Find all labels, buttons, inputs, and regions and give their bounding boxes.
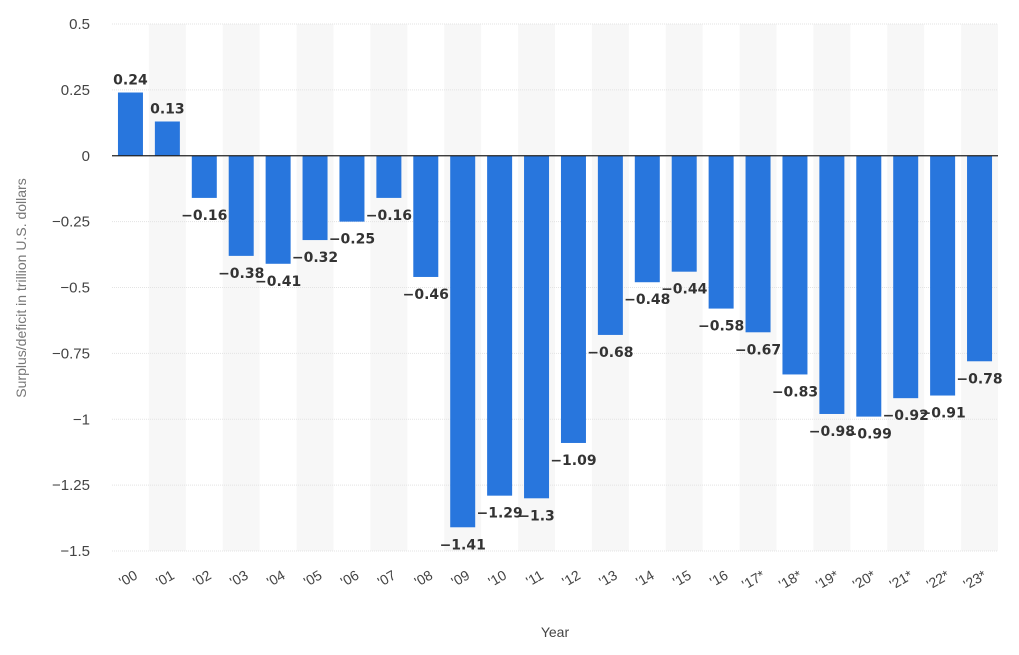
y-tick-label: −0.5 <box>60 280 90 297</box>
x-tick-label: '22* <box>924 566 953 592</box>
x-tick-label: '19* <box>813 566 842 592</box>
bar[interactable] <box>376 155 402 198</box>
bars-group <box>117 92 993 528</box>
x-tick-label: '11 <box>523 567 546 590</box>
y-axis-title: Surplus/deficit in trillion U.S. dollars <box>13 178 29 397</box>
data-label: 0.13 <box>150 101 185 117</box>
x-tick-labels: '00 '01 '02 '03 '04 '05 '06 '07 '08 '09 '10 '11 '12 '… <box>116 566 989 592</box>
data-label: −1.3 <box>518 508 555 524</box>
bar[interactable] <box>967 155 993 362</box>
y-tick-label: −1.5 <box>60 543 90 560</box>
x-tick-label: '21* <box>887 566 916 592</box>
bar[interactable] <box>154 121 180 156</box>
bar[interactable] <box>339 155 365 222</box>
x-tick-label: '18* <box>776 566 805 592</box>
x-tick-label: '01 <box>153 567 177 590</box>
y-tick-label: 0 <box>82 148 90 165</box>
data-label: −1.09 <box>550 453 596 469</box>
data-label: −0.67 <box>735 342 781 358</box>
data-label: −0.68 <box>587 345 633 361</box>
x-tick-label: '04 <box>264 567 288 590</box>
bar[interactable] <box>265 155 291 264</box>
y-tick-label: −0.25 <box>52 214 90 231</box>
data-label: −0.46 <box>403 287 449 303</box>
bar[interactable] <box>450 155 476 528</box>
column-band <box>148 24 186 551</box>
data-label: −0.83 <box>772 384 818 400</box>
data-label: −0.98 <box>809 424 855 440</box>
x-tick-label: '03 <box>227 567 251 590</box>
bar[interactable] <box>745 155 771 333</box>
data-label: −0.92 <box>883 408 929 424</box>
x-axis-title: Year <box>541 624 570 640</box>
y-tick-label: 0.5 <box>69 16 90 33</box>
x-tick-label: '06 <box>338 567 362 590</box>
bar[interactable] <box>893 155 919 399</box>
bar[interactable] <box>524 155 550 499</box>
data-label: −0.16 <box>366 208 412 224</box>
bar[interactable] <box>782 155 808 375</box>
x-tick-label: '00 <box>116 567 140 590</box>
data-labels-group: 0.240.13 −0.16 −0.38−0.41 −0.32 −0.25 −0.16 −0… <box>113 73 1002 554</box>
x-tick-label: '16 <box>707 567 731 590</box>
bar[interactable] <box>117 92 143 156</box>
x-tick-label: '10 <box>485 567 509 590</box>
data-label: −1.41 <box>440 537 486 553</box>
x-tick-label: '09 <box>448 567 472 590</box>
x-tick-label: '17* <box>739 566 768 592</box>
y-tick-label: −1.25 <box>52 477 90 494</box>
y-tick-label: −0.75 <box>52 345 90 362</box>
bar[interactable] <box>856 155 882 417</box>
data-label: −0.25 <box>329 232 375 248</box>
data-label: −0.91 <box>919 406 965 422</box>
bar[interactable] <box>228 155 254 256</box>
bar[interactable] <box>597 155 623 335</box>
x-tick-label: '15 <box>670 567 694 590</box>
bar[interactable] <box>634 155 660 283</box>
bar[interactable] <box>560 155 586 443</box>
x-tick-label: '08 <box>411 567 435 590</box>
data-label: −0.38 <box>218 266 264 282</box>
bar[interactable] <box>191 155 217 198</box>
data-label: −0.78 <box>956 371 1002 387</box>
y-tick-labels: 0.5 0.25 0 −0.25 −0.5 −0.75 −1 −1.25 −1.5 <box>52 16 90 560</box>
data-label: 0.24 <box>113 73 148 89</box>
x-tick-label: '12 <box>559 567 583 590</box>
data-label: −0.58 <box>698 319 744 335</box>
x-tick-label: '07 <box>375 567 399 590</box>
data-label: −0.16 <box>181 208 227 224</box>
bar[interactable] <box>819 155 845 414</box>
x-tick-label: '20* <box>850 566 879 592</box>
bar[interactable] <box>708 155 734 309</box>
x-tick-label: '02 <box>190 567 214 590</box>
y-tick-label: 0.25 <box>61 82 90 99</box>
x-tick-label: '05 <box>301 567 325 590</box>
data-label: −0.99 <box>846 427 892 443</box>
data-label: −0.44 <box>661 282 708 298</box>
gridlines <box>112 23 998 552</box>
data-label: −1.29 <box>476 506 522 522</box>
bar[interactable] <box>930 155 956 396</box>
bar[interactable] <box>671 155 697 272</box>
y-tick-label: −1 <box>73 411 90 428</box>
x-tick-label: '14 <box>633 567 657 590</box>
data-label: −0.41 <box>255 274 301 290</box>
data-label: −0.32 <box>292 250 338 266</box>
bar[interactable] <box>487 155 513 496</box>
data-label: −0.48 <box>624 292 670 308</box>
x-tick-label: '13 <box>596 567 620 590</box>
bar[interactable] <box>413 155 439 277</box>
bar[interactable] <box>302 155 328 241</box>
x-tick-label: '23* <box>961 566 990 592</box>
